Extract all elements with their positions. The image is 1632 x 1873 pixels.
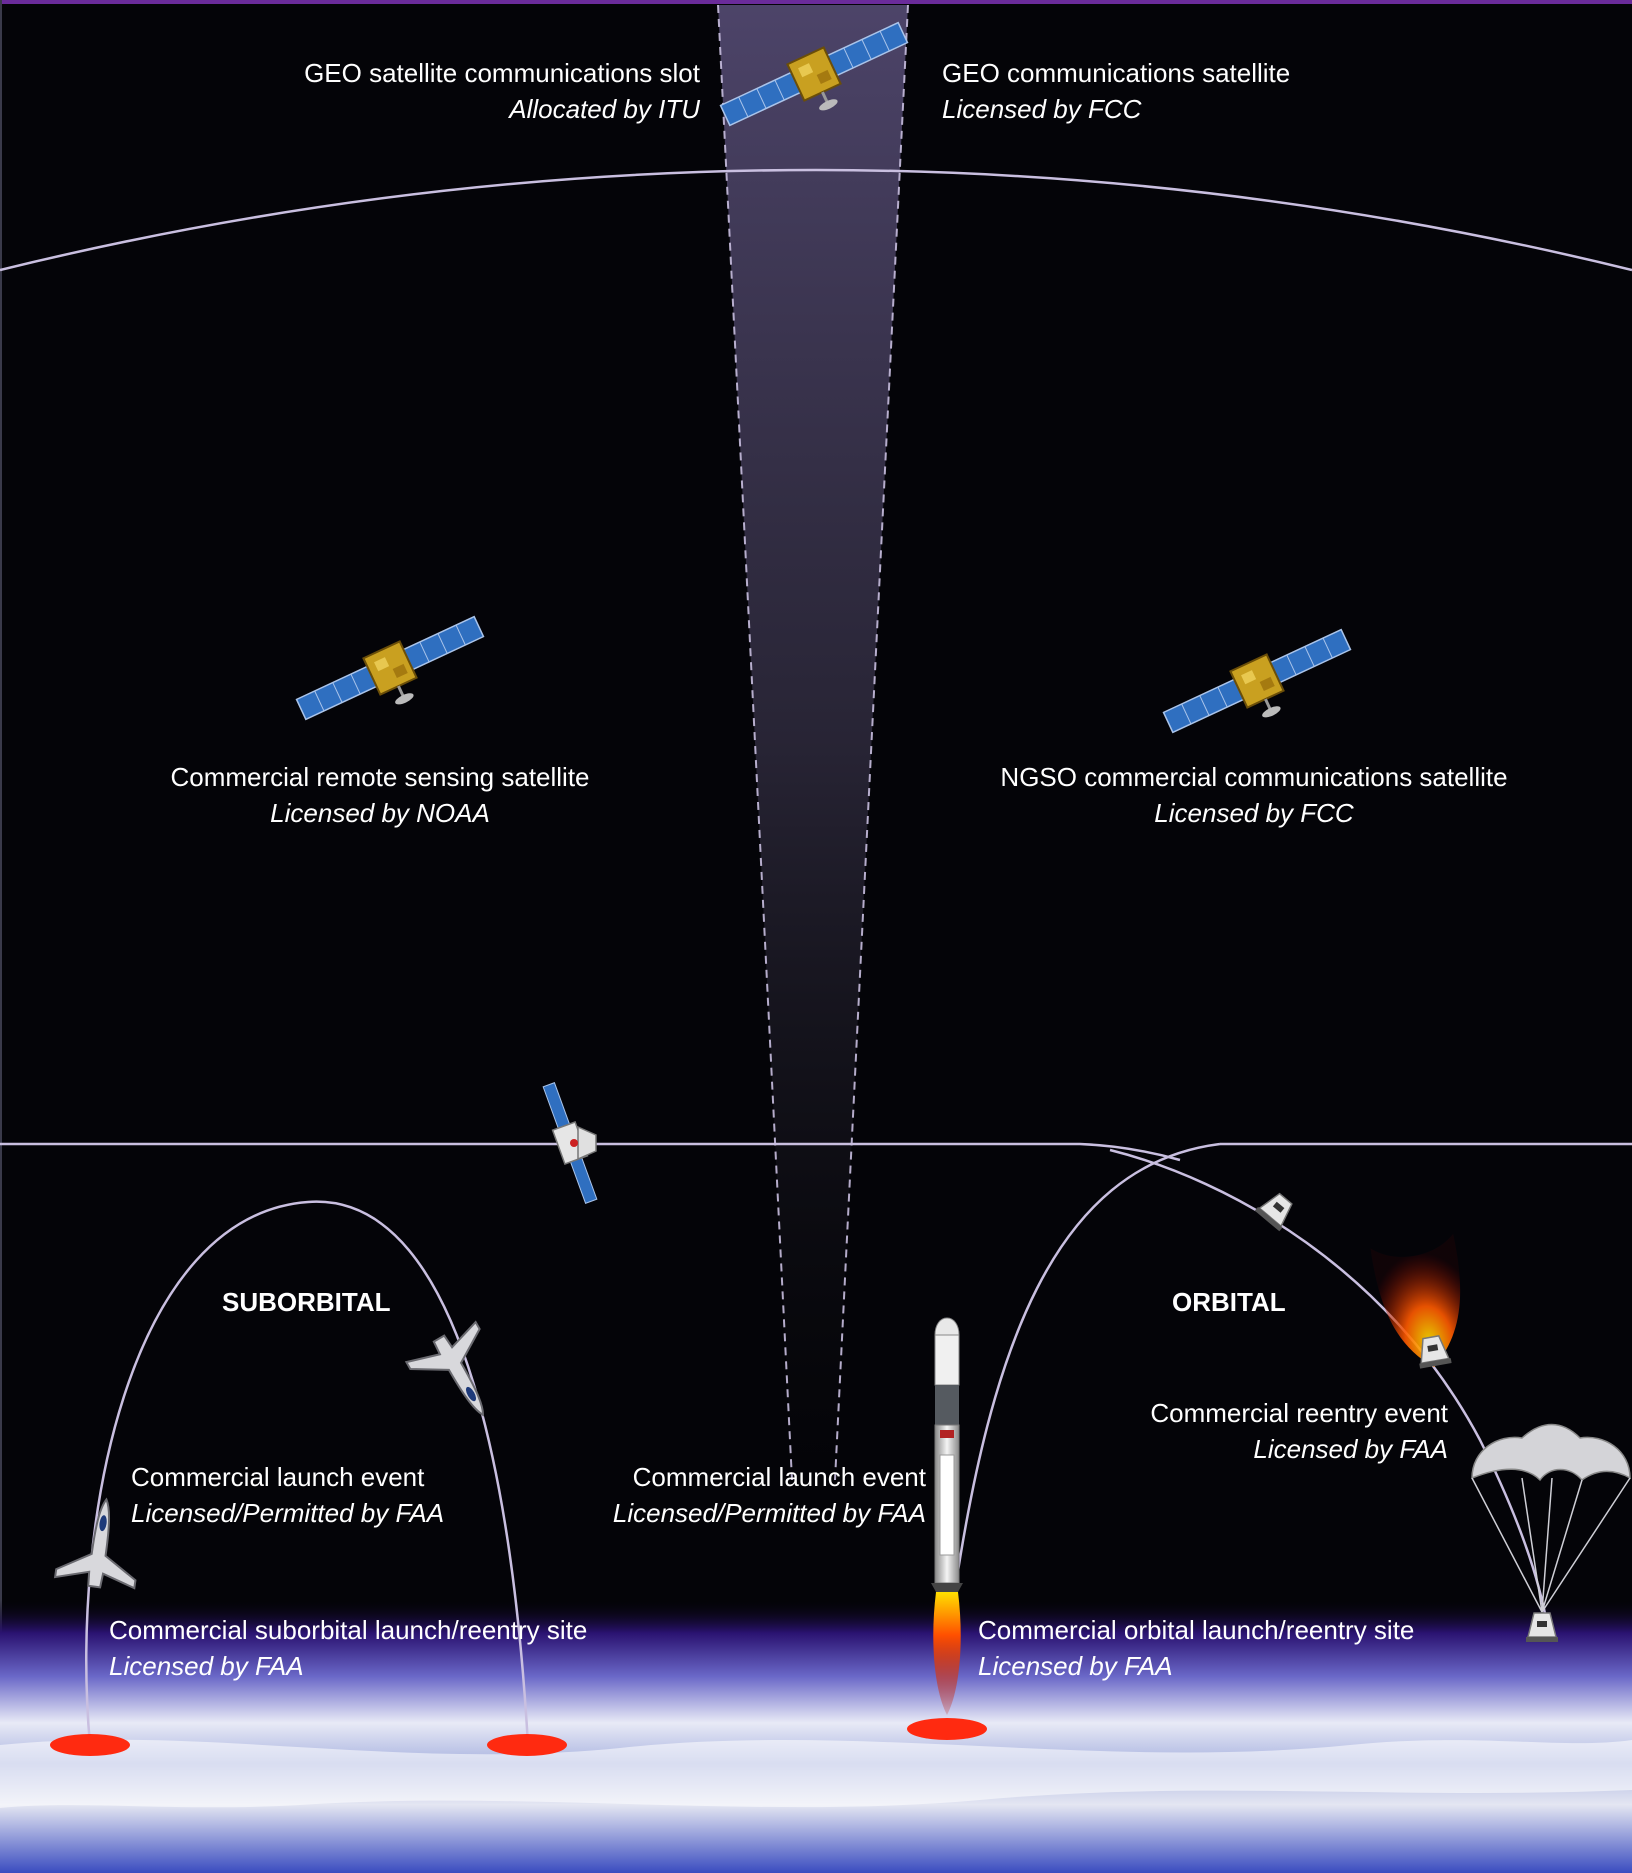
orbital-launch-authority: Licensed/Permitted by FAA xyxy=(612,1498,926,1528)
spaceplane-icon xyxy=(403,1317,519,1436)
geo-slot-authority: Allocated by ITU xyxy=(509,94,700,124)
ngso-authority: Licensed by FCC xyxy=(1154,798,1354,828)
suborbital-site-authority: Licensed by FAA xyxy=(109,1651,304,1681)
geo-satellite-label: GEO communications satellite Licensed by… xyxy=(942,55,1290,127)
reentry-trajectory xyxy=(1109,1148,1550,1631)
remote-sensing-title: Commercial remote sensing satellite xyxy=(170,762,590,792)
ngso-label: NGSO commercial communications satellite… xyxy=(954,759,1554,831)
satellite-icon xyxy=(1158,619,1364,759)
launch-site-marker xyxy=(487,1734,567,1756)
dragon-capsule-icon xyxy=(1254,1187,1299,1233)
orbital-site-label: Commercial orbital launch/reentry site L… xyxy=(978,1612,1414,1684)
suborbital-launch-title: Commercial launch event xyxy=(131,1462,425,1492)
rocket-icon xyxy=(931,1317,963,1715)
geo-satellite-authority: Licensed by FCC xyxy=(942,94,1142,124)
reentry-label: Commercial reentry event Licensed by FAA xyxy=(1150,1395,1448,1467)
reentry-title: Commercial reentry event xyxy=(1150,1398,1448,1428)
dragon-capsule-icon xyxy=(542,1082,598,1204)
ngso-title: NGSO commercial communications satellite xyxy=(1000,762,1508,792)
launch-site-marker xyxy=(907,1718,987,1740)
orbital-site-title: Commercial orbital launch/reentry site xyxy=(978,1615,1415,1645)
suborbital-launch-label: Commercial launch event Licensed/Permitt… xyxy=(131,1459,444,1531)
orbital-site-authority: Licensed by FAA xyxy=(978,1651,1173,1681)
cloud-band xyxy=(0,1739,1632,1808)
orbital-launch-label: Commercial launch event Licensed/Permitt… xyxy=(613,1459,926,1531)
launch-site-marker xyxy=(50,1734,130,1756)
parachute-icon xyxy=(1471,1423,1631,1643)
orbital-launch-title: Commercial launch event xyxy=(632,1462,926,1492)
orbital-ascent-trajectory xyxy=(953,1142,1221,1591)
suborbital-trajectory xyxy=(85,1200,530,1746)
suborbital-launch-authority: Licensed/Permitted by FAA xyxy=(131,1498,445,1528)
suborbital-site-title: Commercial suborbital launch/reentry sit… xyxy=(109,1615,588,1645)
geo-satellite-title: GEO communications satellite xyxy=(942,58,1291,88)
suborbital-heading: SUBORBITAL xyxy=(222,1287,391,1317)
left-border xyxy=(0,0,2,1873)
top-border xyxy=(0,0,1632,4)
geo-slot-label: GEO satellite communications slot Alloca… xyxy=(304,55,700,127)
suborbital-site-label: Commercial suborbital launch/reentry sit… xyxy=(109,1612,587,1684)
geo-orbit-line xyxy=(0,168,1632,272)
satellite-icon xyxy=(291,606,497,746)
reentry-authority: Licensed by FAA xyxy=(1253,1434,1448,1464)
remote-sensing-authority: Licensed by NOAA xyxy=(270,798,490,828)
remote-sensing-label: Commercial remote sensing satellite Lice… xyxy=(130,759,630,831)
geo-slot-beam xyxy=(718,5,908,1480)
earth-atmosphere xyxy=(0,1600,1632,1873)
geo-slot-title: GEO satellite communications slot xyxy=(304,58,700,88)
reentry-flame-icon xyxy=(1370,1233,1461,1370)
orbital-heading: ORBITAL xyxy=(1172,1287,1286,1317)
